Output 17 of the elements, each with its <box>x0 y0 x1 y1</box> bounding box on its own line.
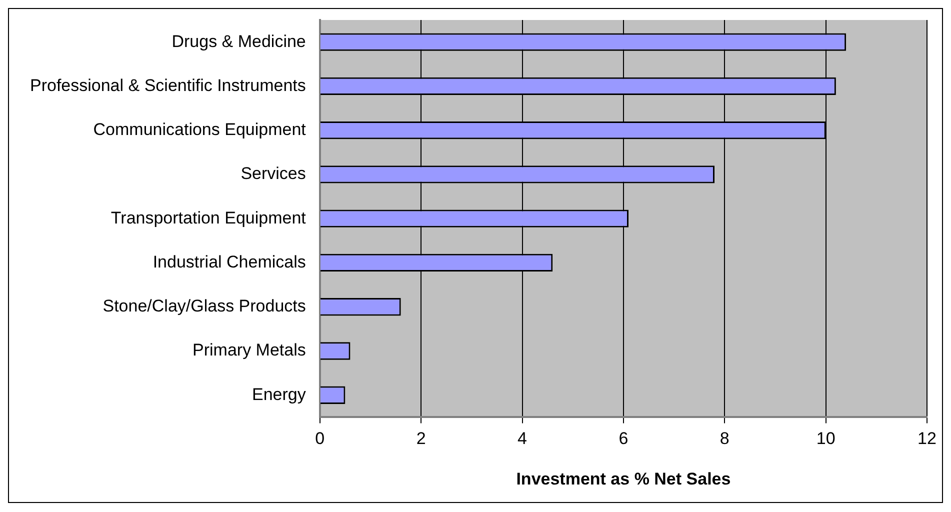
y-tick-label: Primary Metals <box>192 340 306 360</box>
x-axis-title: Investment as % Net Sales <box>516 469 731 488</box>
x-tick-label: 6 <box>618 429 628 448</box>
y-tick-label: Stone/Clay/Glass Products <box>102 296 306 316</box>
y-tick-label: Professional & Scientific Instruments <box>30 76 306 95</box>
y-tick-label: Communications Equipment <box>93 120 306 140</box>
x-tick-label: 4 <box>518 429 527 448</box>
y-tick-label: Drugs & Medicine <box>172 32 306 51</box>
x-tick-label: 8 <box>720 429 730 448</box>
x-tick-label: 12 <box>918 429 936 448</box>
x-tick-label: 2 <box>416 429 426 448</box>
x-tick-label: 10 <box>816 429 836 448</box>
x-tick-label: 0 <box>315 429 325 448</box>
y-tick-label: Energy <box>252 384 306 404</box>
y-tick-label: Services <box>240 164 306 184</box>
y-tick-label: Industrial Chemicals <box>152 252 306 272</box>
y-tick-label: Transportation Equipment <box>110 208 306 228</box>
